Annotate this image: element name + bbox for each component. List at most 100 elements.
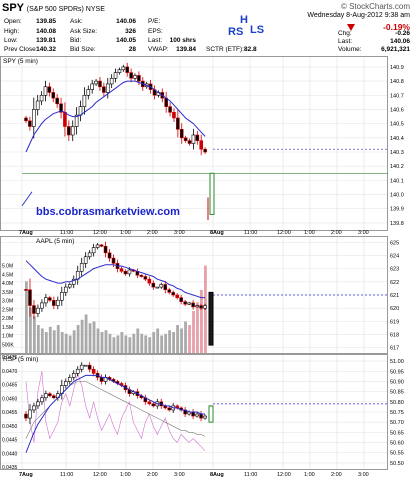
candle-body (147, 401, 152, 405)
quote-pe-label: P/E: (148, 18, 161, 25)
candle-body (67, 126, 71, 136)
watermark-url[interactable]: bbs.cobrasmarketview.com (36, 206, 180, 218)
candle-body (47, 86, 52, 93)
rsp-y-tick-right: 50.50 (390, 461, 404, 467)
volume-bar (80, 319, 84, 353)
x-tick-label: 1:00 (304, 230, 315, 236)
rsp-y-tick-right: 50.65 (390, 430, 404, 436)
candle-body (32, 405, 36, 411)
aapl-y-tick: 624 (390, 253, 399, 259)
volume-bar (124, 335, 128, 353)
volume-bar (28, 307, 32, 353)
aapl-volume-tick: 500K (2, 342, 14, 348)
rsp-y-tick-right: 50.70 (390, 420, 404, 426)
candle-body (48, 393, 52, 397)
candle-body (91, 368, 96, 374)
rsp-ma-line (25, 374, 205, 453)
volume-bar (120, 332, 124, 353)
rsp-y-tick-left: 0.0470 (2, 369, 18, 375)
volume-bar (108, 333, 112, 353)
rsp-y-tick-right: 50.90 (390, 379, 404, 385)
aapl-y-tick: 617 (390, 346, 399, 352)
quote-prev-close: 140.32 (36, 46, 56, 53)
rsp-y-tick-right: 51.00 (390, 359, 404, 365)
x-tick-label: 7Aug (19, 472, 33, 478)
candle-body (151, 282, 156, 288)
volume-bar (148, 337, 152, 353)
x-tick-label: 3:00 (358, 472, 369, 478)
rsp-panel-frame (0, 354, 388, 470)
quote-open: 139.85 (36, 18, 56, 25)
candle-body (48, 297, 52, 301)
spy-grid (1, 57, 387, 230)
candle-body (28, 409, 32, 419)
quote-high: 140.08 (36, 28, 56, 35)
candle-body (133, 75, 137, 79)
quote-volume: 6,921,321 (381, 46, 410, 53)
candle-body (147, 278, 152, 284)
quote-chg-label: Chg: (338, 30, 352, 37)
spy-y-tick: 140.5 (390, 122, 404, 128)
candle-body (127, 269, 132, 275)
rsp-y-tick-right: 50.75 (390, 410, 404, 416)
symbol-name: (S&P 500 SPDRs) NYSE (26, 6, 105, 13)
x-tick-label: 7Aug (19, 230, 33, 236)
aapl-y-tick: 618 (390, 333, 399, 339)
quote-sctr: 82.8 (244, 46, 257, 53)
candle-body (155, 286, 160, 289)
candle-body (44, 393, 48, 399)
chart-title: SPY (S&P 500 SPDRs) NYSE (2, 2, 105, 14)
spy-y-tick: 140.1 (390, 178, 404, 184)
aapl-y-tick: 623 (390, 267, 399, 273)
x-tick-label: 3:00 (174, 472, 185, 478)
aapl-marks (24, 241, 388, 353)
candle-body (203, 148, 207, 153)
candle-body (52, 395, 56, 399)
rsp-y-tick-right: 50.95 (390, 369, 404, 375)
candle-body (183, 301, 187, 305)
volume-bar (64, 333, 68, 353)
quote-last2-label: Last: (338, 38, 353, 45)
candle-body (179, 129, 184, 139)
volume-bar (180, 328, 183, 353)
rsp-y-tick-right: 50.80 (390, 400, 404, 406)
rsp-y-tick-right: 50.55 (390, 451, 404, 457)
aapl-y-tick: 620 (390, 306, 399, 312)
rsp-panel-title: RSP (5 min) (3, 356, 39, 363)
candle-body (52, 299, 56, 306)
spy-y-tick: 140.2 (390, 164, 404, 170)
volume-bar (176, 325, 179, 353)
quote-open-label: Open: (4, 18, 22, 25)
rsp-y-tick-left: 0.0440 (2, 451, 18, 457)
rsp-marks (24, 362, 388, 453)
candle-body (94, 80, 98, 85)
candle-body (67, 284, 72, 288)
candle-body (163, 284, 168, 291)
candle-body (176, 117, 180, 130)
x-tick-label: 11:00 (244, 472, 257, 478)
x-tick-label: 2:00 (147, 230, 158, 236)
volume-bar (60, 332, 64, 353)
quote-low: 139.81 (36, 37, 56, 44)
volume-bar (44, 332, 48, 353)
candle-body (199, 140, 204, 150)
volume-bar (140, 333, 144, 353)
volume-bar (92, 321, 96, 353)
x-tick-label: 2:00 (147, 472, 158, 478)
volume-bar (25, 281, 28, 353)
x-tick-label: 12:00 (277, 230, 291, 236)
candle-body (103, 245, 108, 254)
volume-bar (72, 330, 76, 353)
aapl-y-tick: 625 (390, 240, 399, 246)
volume-bar (88, 323, 92, 353)
candle-body (203, 305, 207, 309)
candle-body (59, 103, 63, 113)
rsp-y-tick-left: 0.0455 (2, 410, 18, 416)
aapl-y-tick: 622 (390, 280, 399, 286)
quote-ask: 140.06 (116, 18, 136, 25)
spy-ma-line (25, 80, 206, 153)
brand-label[interactable]: © StockCharts.com (340, 2, 410, 11)
candle-body (79, 364, 84, 370)
candle-body (203, 415, 207, 419)
candle-body (75, 368, 80, 374)
